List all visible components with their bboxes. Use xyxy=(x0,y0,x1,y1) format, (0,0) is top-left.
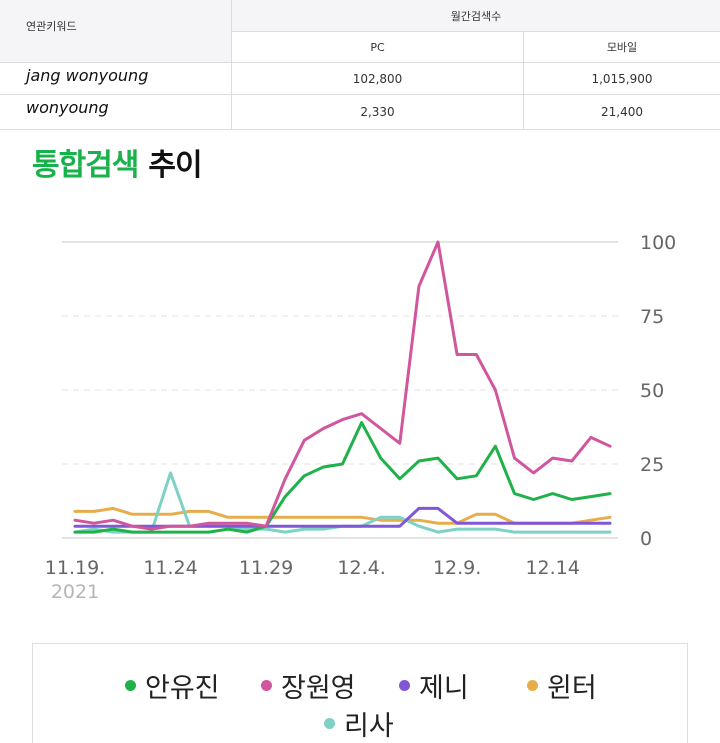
table-row-keyword: wonyoung xyxy=(0,95,232,130)
y-tick-label: 75 xyxy=(640,306,664,328)
monthly-search-header-cell: 월간검색수 xyxy=(232,0,720,32)
legend-label: 안유진 xyxy=(145,673,220,704)
x-tick-label: 11.19. xyxy=(45,557,105,579)
legend-item[interactable]: 윈터 xyxy=(527,666,597,705)
related-keyword-header: 연관키워드 xyxy=(26,20,77,33)
keyword-text: wonyoung xyxy=(26,97,109,117)
x-tick-label: 12.14 xyxy=(525,557,579,579)
chart-title: 통합검색 추이 xyxy=(32,140,203,184)
table-row-pc: 2,330 xyxy=(232,95,524,130)
y-tick-label: 25 xyxy=(640,454,664,476)
legend-label: 윈터 xyxy=(547,673,597,704)
legend-label: 리사 xyxy=(344,711,394,742)
y-tick-label: 50 xyxy=(640,380,664,402)
legend-label: 장원영 xyxy=(281,673,356,704)
table-row-mobile: 21,400 xyxy=(524,95,720,130)
pc-count: 2,330 xyxy=(360,105,395,119)
x-tick-label: 11.29 xyxy=(239,557,293,579)
mobile-header: 모바일 xyxy=(606,41,638,54)
legend-item[interactable]: 장원영 xyxy=(261,666,356,705)
legend-dot-icon xyxy=(324,718,335,729)
chart-title-rest: 추이 xyxy=(148,148,202,183)
table-row-keyword: jang wonyoung xyxy=(0,63,232,95)
pc-count: 102,800 xyxy=(352,71,403,86)
legend-dot-icon xyxy=(261,680,272,691)
legend-dot-icon xyxy=(125,680,136,691)
y-tick-label: 100 xyxy=(640,232,676,254)
series-line-1 xyxy=(73,240,612,531)
mobile-count: 1,015,900 xyxy=(591,71,653,86)
monthly-search-header: 월간검색수 xyxy=(450,9,502,23)
x-tick-label: 12.4. xyxy=(337,557,385,579)
related-keyword-header-cell: 연관키워드 xyxy=(0,0,232,63)
table-row-mobile: 1,015,900 xyxy=(524,63,720,95)
y-tick-label: 0 xyxy=(640,528,652,550)
table-row-pc: 102,800 xyxy=(232,63,524,95)
x-tick-label: 11.24 xyxy=(143,557,197,579)
keyword-text: jang wonyoung xyxy=(26,66,149,85)
chart-title-accent: 통합검색 xyxy=(32,148,139,183)
keyword-table: 연관키워드 월간검색수 PC 모바일 jang wonyoung 102,800… xyxy=(0,0,720,130)
mobile-count: 21,400 xyxy=(601,105,643,119)
x-tick-label: 12.9. xyxy=(433,557,481,579)
mobile-header-cell: 모바일 xyxy=(524,32,720,63)
legend-dot-icon xyxy=(399,680,410,691)
legend-dot-icon xyxy=(527,680,538,691)
legend-item[interactable]: 리사 xyxy=(324,704,394,743)
legend-label: 제니 xyxy=(419,673,469,704)
pc-header-cell: PC xyxy=(232,32,524,63)
series-line-0 xyxy=(73,421,612,534)
search-trend-chart: 0 25 50 75 100 11.19. 11.24 11.29 12.4. 12.9. 12.1… xyxy=(45,232,676,603)
x-year-label: 2021 xyxy=(51,581,99,603)
pc-header: PC xyxy=(370,40,385,54)
legend-item[interactable]: 제니 xyxy=(399,666,469,705)
legend-item[interactable]: 안유진 xyxy=(125,666,220,705)
